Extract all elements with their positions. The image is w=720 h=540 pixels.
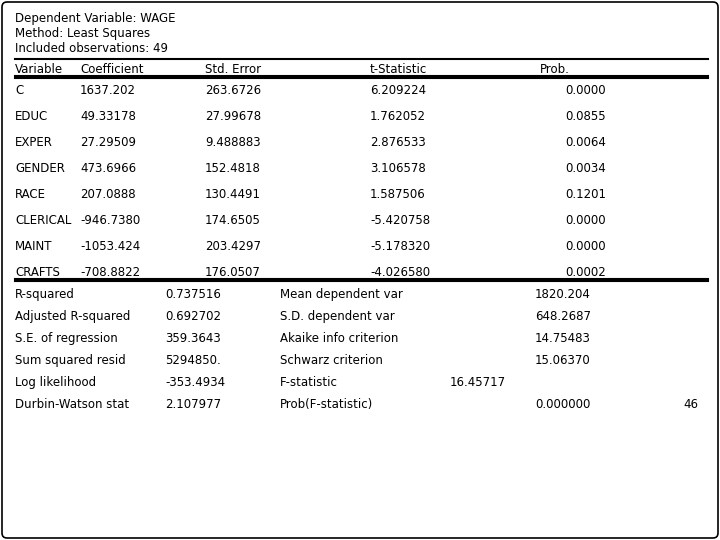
Text: 1820.204: 1820.204 <box>535 288 591 301</box>
Text: 16.45717: 16.45717 <box>450 376 506 389</box>
Text: 27.29509: 27.29509 <box>80 136 136 149</box>
Text: 2.876533: 2.876533 <box>370 136 426 149</box>
Text: 648.2687: 648.2687 <box>535 310 591 323</box>
Text: Included observations: 49: Included observations: 49 <box>15 42 168 55</box>
Text: 6.209224: 6.209224 <box>370 84 426 97</box>
Text: MAINT: MAINT <box>15 240 53 253</box>
Text: 0.0034: 0.0034 <box>565 162 606 175</box>
Text: 2.107977: 2.107977 <box>165 398 221 411</box>
Text: Sum squared resid: Sum squared resid <box>15 354 126 367</box>
Text: 130.4491: 130.4491 <box>205 188 261 201</box>
Text: t-Statistic: t-Statistic <box>370 63 427 76</box>
Text: -4.026580: -4.026580 <box>370 266 430 279</box>
Text: 14.75483: 14.75483 <box>535 332 591 345</box>
Text: C: C <box>15 84 23 97</box>
Text: Log likelihood: Log likelihood <box>15 376 96 389</box>
Text: Durbin-Watson stat: Durbin-Watson stat <box>15 398 129 411</box>
Text: 0.0000: 0.0000 <box>565 240 606 253</box>
Text: 473.6966: 473.6966 <box>80 162 136 175</box>
Text: 49.33178: 49.33178 <box>80 110 136 123</box>
Text: Prob(F-statistic): Prob(F-statistic) <box>280 398 373 411</box>
Text: 263.6726: 263.6726 <box>205 84 261 97</box>
Text: 27.99678: 27.99678 <box>205 110 261 123</box>
Text: 0.0064: 0.0064 <box>565 136 606 149</box>
Text: 15.06370: 15.06370 <box>535 354 590 367</box>
Text: S.E. of regression: S.E. of regression <box>15 332 118 345</box>
Text: CRAFTS: CRAFTS <box>15 266 60 279</box>
Text: 1.762052: 1.762052 <box>370 110 426 123</box>
Text: Prob.: Prob. <box>540 63 570 76</box>
Text: 5294850.: 5294850. <box>165 354 221 367</box>
Text: R-squared: R-squared <box>15 288 75 301</box>
Text: Adjusted R-squared: Adjusted R-squared <box>15 310 130 323</box>
Text: CLERICAL: CLERICAL <box>15 214 71 227</box>
Text: -1053.424: -1053.424 <box>80 240 140 253</box>
Text: -353.4934: -353.4934 <box>165 376 225 389</box>
Text: -946.7380: -946.7380 <box>80 214 140 227</box>
Text: 176.0507: 176.0507 <box>205 266 261 279</box>
Text: 3.106578: 3.106578 <box>370 162 426 175</box>
Text: 0.0000: 0.0000 <box>565 84 606 97</box>
Text: 0.0855: 0.0855 <box>565 110 606 123</box>
Text: F-statistic: F-statistic <box>280 376 338 389</box>
Text: Akaike info criterion: Akaike info criterion <box>280 332 398 345</box>
Text: 0.000000: 0.000000 <box>535 398 590 411</box>
Text: Mean dependent var: Mean dependent var <box>280 288 403 301</box>
Text: 203.4297: 203.4297 <box>205 240 261 253</box>
Text: 359.3643: 359.3643 <box>165 332 221 345</box>
Text: -5.178320: -5.178320 <box>370 240 430 253</box>
Text: Coefficient: Coefficient <box>80 63 143 76</box>
Text: 0.0002: 0.0002 <box>565 266 606 279</box>
Text: EXPER: EXPER <box>15 136 53 149</box>
Text: 1637.202: 1637.202 <box>80 84 136 97</box>
Text: -5.420758: -5.420758 <box>370 214 430 227</box>
Text: 1.587506: 1.587506 <box>370 188 426 201</box>
Text: 0.1201: 0.1201 <box>565 188 606 201</box>
Text: 174.6505: 174.6505 <box>205 214 261 227</box>
Text: 152.4818: 152.4818 <box>205 162 261 175</box>
Text: Method: Least Squares: Method: Least Squares <box>15 27 150 40</box>
Text: -708.8822: -708.8822 <box>80 266 140 279</box>
Text: Variable: Variable <box>15 63 63 76</box>
Text: 9.488883: 9.488883 <box>205 136 261 149</box>
Text: 0.692702: 0.692702 <box>165 310 221 323</box>
Text: Std. Error: Std. Error <box>205 63 261 76</box>
Text: Dependent Variable: WAGE: Dependent Variable: WAGE <box>15 12 176 25</box>
Text: 0.0000: 0.0000 <box>565 214 606 227</box>
Text: 46: 46 <box>683 398 698 411</box>
Text: RACE: RACE <box>15 188 46 201</box>
Text: S.D. dependent var: S.D. dependent var <box>280 310 395 323</box>
Text: EDUC: EDUC <box>15 110 48 123</box>
Text: GENDER: GENDER <box>15 162 65 175</box>
Text: Schwarz criterion: Schwarz criterion <box>280 354 383 367</box>
Text: 0.737516: 0.737516 <box>165 288 221 301</box>
Text: 207.0888: 207.0888 <box>80 188 135 201</box>
